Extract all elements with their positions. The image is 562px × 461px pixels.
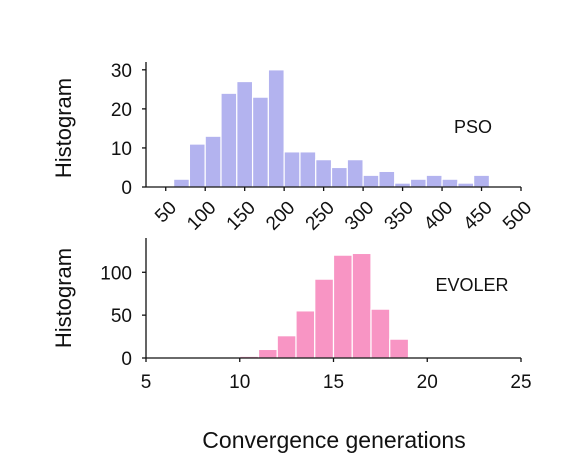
- evoler-series-label: EVOLER: [435, 275, 508, 295]
- pso-bar: [346, 159, 364, 188]
- pso-bar: [473, 174, 491, 188]
- pso-bar: [236, 80, 254, 188]
- pso-bar: [378, 170, 396, 188]
- pso-x-tick-label: 150: [223, 197, 260, 234]
- evoler-bars: [239, 252, 410, 359]
- pso-bar: [299, 151, 317, 188]
- evoler-bar: [314, 278, 335, 359]
- evoler-x-tick-label: 25: [510, 372, 531, 393]
- pso-x-tick-label: 400: [420, 197, 457, 234]
- evoler-bar: [389, 338, 410, 359]
- pso-x-tick-label: 50: [151, 197, 181, 227]
- evoler-x-tick-label: 20: [417, 372, 438, 393]
- evoler-x-tick-label: 10: [229, 372, 250, 393]
- pso-histogram-panel: 0 10 20 30 50 100 150 200 250 300 350 400 450 500 His…: [51, 61, 536, 235]
- evoler-histogram-panel: 0 50 100 5 10 15 20 25 Histogram EVOLER: [51, 238, 532, 393]
- evoler-y-tick-label: 50: [111, 306, 132, 327]
- pso-y-tick-label: 20: [111, 100, 132, 121]
- pso-bar: [425, 174, 443, 188]
- x-axis-label: Convergence generations: [202, 427, 465, 453]
- evoler-y-axis-label: Histogram: [51, 248, 76, 348]
- evoler-x-tick-label: 15: [323, 372, 344, 393]
- pso-bar: [188, 143, 206, 188]
- pso-y-tick-label: 30: [111, 61, 132, 82]
- pso-bar: [315, 159, 333, 188]
- pso-bar: [409, 178, 427, 188]
- pso-y-tick-label: 0: [121, 178, 132, 199]
- pso-y-axis-label: Histogram: [51, 78, 76, 178]
- pso-bar: [441, 178, 459, 188]
- pso-x-tick-label: 100: [183, 197, 220, 234]
- evoler-bar: [370, 308, 391, 359]
- pso-bar: [267, 69, 285, 188]
- pso-x-tick-label: 300: [341, 197, 378, 234]
- pso-x-tick-label: 450: [460, 197, 497, 234]
- pso-x-tick-label: 250: [302, 197, 339, 234]
- pso-bar: [362, 174, 380, 188]
- evoler-axes: 0 50 100 5 10 15 20 25: [100, 238, 532, 393]
- pso-y-tick-label: 10: [111, 139, 132, 160]
- pso-axes: 0 10 20 30 50 100 150 200 250 300 350 400 450 500: [111, 61, 536, 235]
- evoler-y-tick-label: 0: [121, 349, 132, 370]
- pso-bar: [251, 96, 269, 188]
- pso-x-tick-label: 500: [499, 197, 536, 234]
- evoler-bar: [332, 254, 353, 359]
- pso-bar: [204, 135, 222, 188]
- pso-bar: [173, 178, 191, 188]
- pso-x-tick-label: 350: [381, 197, 418, 234]
- pso-bars: [173, 69, 491, 188]
- evoler-y-tick-label: 100: [100, 263, 132, 284]
- evoler-bar: [295, 310, 316, 359]
- evoler-x-tick-label: 5: [141, 372, 152, 393]
- pso-x-tick-label: 200: [262, 197, 299, 234]
- pso-series-label: PSO: [454, 117, 492, 137]
- evoler-bar: [257, 348, 278, 359]
- evoler-bar: [351, 252, 372, 359]
- pso-bar: [220, 92, 238, 188]
- pso-bar: [330, 166, 348, 188]
- evoler-bar: [276, 335, 297, 359]
- pso-bar: [283, 151, 301, 188]
